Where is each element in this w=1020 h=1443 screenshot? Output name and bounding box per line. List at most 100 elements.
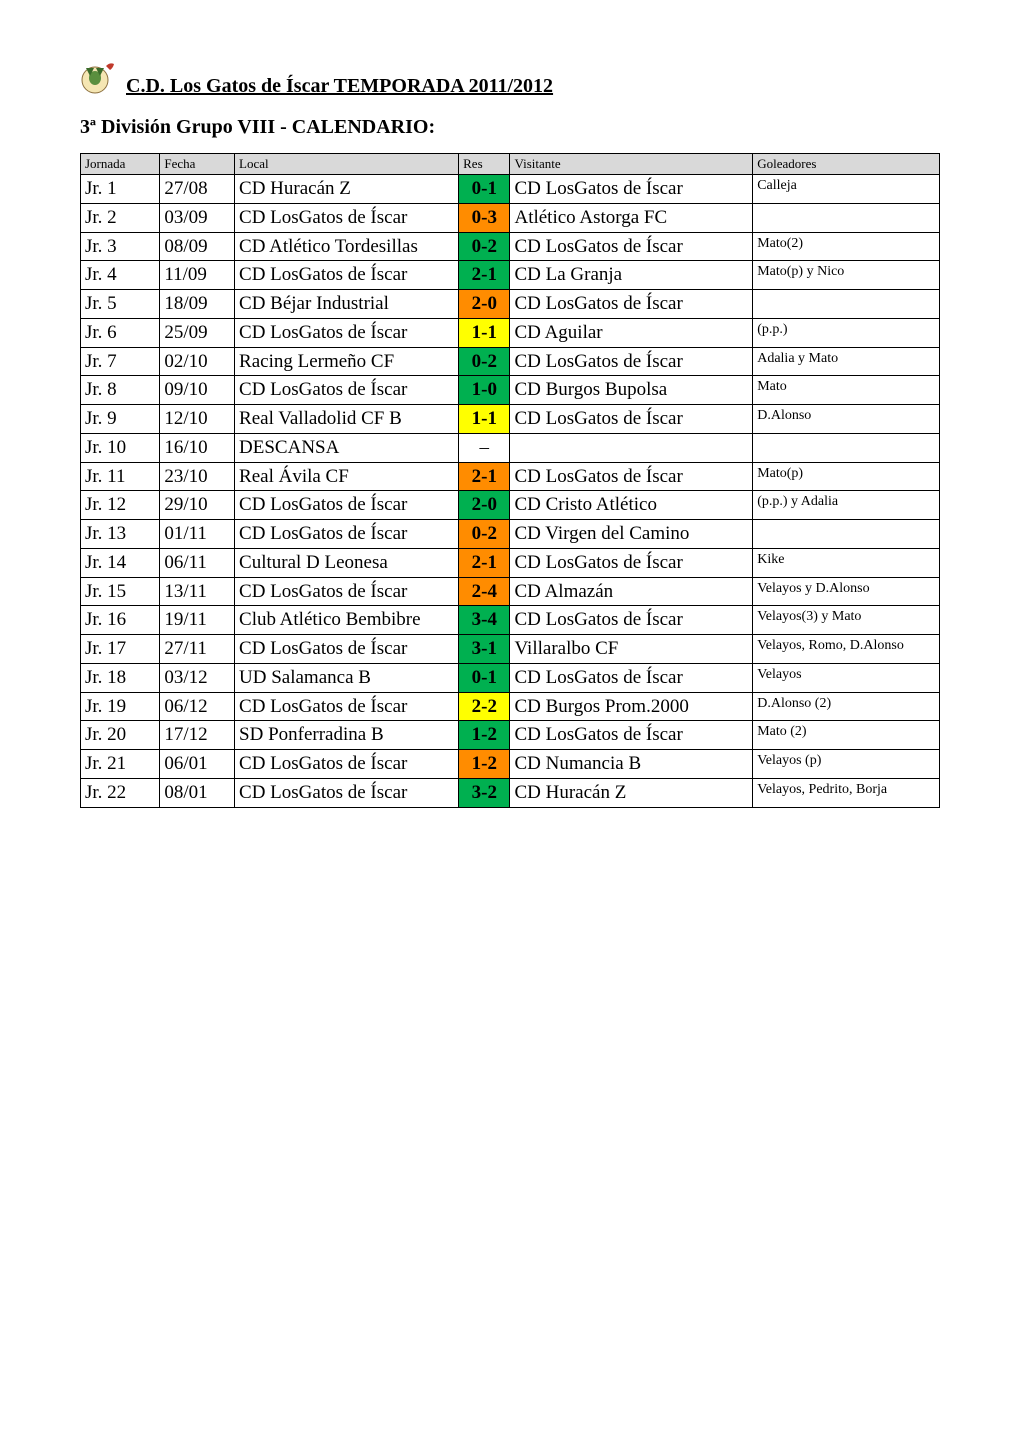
cell-local: Real Ávila CF (235, 462, 459, 491)
table-row: Jr. 625/09CD LosGatos de Íscar1-1CD Agui… (81, 318, 940, 347)
cell-goleadores (753, 520, 940, 549)
cell-local: Cultural D Leonesa (235, 548, 459, 577)
cell-res: 3-2 (459, 778, 510, 807)
cell-res: 1-1 (459, 405, 510, 434)
cell-res: 2-2 (459, 692, 510, 721)
table-row: Jr. 809/10CD LosGatos de Íscar1-0CD Burg… (81, 376, 940, 405)
cell-fecha: 01/11 (160, 520, 235, 549)
table-row: Jr. 127/08CD Huracán Z0-1CD LosGatos de … (81, 175, 940, 204)
table-row: Jr. 203/09CD LosGatos de Íscar0-3Atlétic… (81, 203, 940, 232)
table-header: Jornada Fecha Local Res Visitante Golead… (81, 154, 940, 175)
table-row: Jr. 702/10Racing Lermeño CF0-2CD LosGato… (81, 347, 940, 376)
cell-visitante: CD Almazán (510, 577, 753, 606)
cell-goleadores: Mato(p) (753, 462, 940, 491)
cell-visitante (510, 433, 753, 462)
cell-res: 1-2 (459, 721, 510, 750)
header-res: Res (459, 154, 510, 175)
header-visitante: Visitante (510, 154, 753, 175)
cell-goleadores: Adalia y Mato (753, 347, 940, 376)
cell-fecha: 11/09 (160, 261, 235, 290)
cell-fecha: 25/09 (160, 318, 235, 347)
cell-visitante: CD LosGatos de Íscar (510, 606, 753, 635)
table-row: Jr. 1406/11Cultural D Leonesa2-1CD LosGa… (81, 548, 940, 577)
table-row: Jr. 1619/11Club Atlético Bembibre3-4CD L… (81, 606, 940, 635)
cell-res: 1-2 (459, 750, 510, 779)
cell-fecha: 12/10 (160, 405, 235, 434)
table-row: Jr. 1229/10CD LosGatos de Íscar2-0CD Cri… (81, 491, 940, 520)
cell-visitante: CD Burgos Prom.2000 (510, 692, 753, 721)
table-row: Jr. 1906/12CD LosGatos de Íscar2-2CD Bur… (81, 692, 940, 721)
cell-res: 0-2 (459, 520, 510, 549)
cell-jornada: Jr. 3 (81, 232, 160, 261)
cell-jornada: Jr. 6 (81, 318, 160, 347)
cell-goleadores: D.Alonso (2) (753, 692, 940, 721)
cell-visitante: CD LosGatos de Íscar (510, 663, 753, 692)
header-row: C.D. Los Gatos de Íscar TEMPORADA 2011/2… (80, 60, 940, 98)
table-row: Jr. 1301/11CD LosGatos de Íscar0-2CD Vir… (81, 520, 940, 549)
cell-visitante: CD Huracán Z (510, 778, 753, 807)
cell-goleadores: Mato(2) (753, 232, 940, 261)
cell-goleadores (753, 203, 940, 232)
cell-res: 0-1 (459, 175, 510, 204)
cell-visitante: Villaralbo CF (510, 635, 753, 664)
page-title: C.D. Los Gatos de Íscar TEMPORADA 2011/2… (126, 75, 553, 98)
cell-visitante: CD Cristo Atlético (510, 491, 753, 520)
cell-fecha: 27/11 (160, 635, 235, 664)
cell-local: CD Huracán Z (235, 175, 459, 204)
cell-res: – (459, 433, 510, 462)
cell-res: 2-1 (459, 261, 510, 290)
cell-res: 0-2 (459, 347, 510, 376)
cell-local: SD Ponferradina B (235, 721, 459, 750)
cell-fecha: 23/10 (160, 462, 235, 491)
cell-fecha: 02/10 (160, 347, 235, 376)
cell-res: 1-0 (459, 376, 510, 405)
cell-goleadores: Velayos (753, 663, 940, 692)
cell-jornada: Jr. 16 (81, 606, 160, 635)
cell-fecha: 03/12 (160, 663, 235, 692)
cell-res: 0-2 (459, 232, 510, 261)
cell-goleadores: Velayos y D.Alonso (753, 577, 940, 606)
cell-res: 1-1 (459, 318, 510, 347)
cell-fecha: 17/12 (160, 721, 235, 750)
cell-goleadores: Velayos, Romo, D.Alonso (753, 635, 940, 664)
cell-res: 0-1 (459, 663, 510, 692)
cell-goleadores: Velayos, Pedrito, Borja (753, 778, 940, 807)
cell-local: CD Béjar Industrial (235, 290, 459, 319)
table-row: Jr. 411/09CD LosGatos de Íscar2-1CD La G… (81, 261, 940, 290)
cell-res: 2-4 (459, 577, 510, 606)
cell-visitante: CD Numancia B (510, 750, 753, 779)
cell-visitante: CD Burgos Bupolsa (510, 376, 753, 405)
cell-local: CD LosGatos de Íscar (235, 750, 459, 779)
cell-goleadores: Mato (2) (753, 721, 940, 750)
cell-visitante: CD LosGatos de Íscar (510, 462, 753, 491)
cell-visitante: Atlético Astorga FC (510, 203, 753, 232)
table-row: Jr. 518/09CD Béjar Industrial2-0CD LosGa… (81, 290, 940, 319)
cell-goleadores: (p.p.) (753, 318, 940, 347)
cell-fecha: 09/10 (160, 376, 235, 405)
cell-jornada: Jr. 7 (81, 347, 160, 376)
table-row: Jr. 1803/12UD Salamanca B0-1CD LosGatos … (81, 663, 940, 692)
header-fecha: Fecha (160, 154, 235, 175)
cell-jornada: Jr. 20 (81, 721, 160, 750)
cell-res: 2-0 (459, 290, 510, 319)
cell-jornada: Jr. 8 (81, 376, 160, 405)
cell-local: CD LosGatos de Íscar (235, 203, 459, 232)
cell-local: CD LosGatos de Íscar (235, 520, 459, 549)
cell-fecha: 19/11 (160, 606, 235, 635)
cell-fecha: 08/09 (160, 232, 235, 261)
cell-visitante: CD Aguilar (510, 318, 753, 347)
cell-goleadores: D.Alonso (753, 405, 940, 434)
cell-jornada: Jr. 14 (81, 548, 160, 577)
cell-goleadores: Velayos(3) y Mato (753, 606, 940, 635)
cell-local: CD LosGatos de Íscar (235, 318, 459, 347)
cell-local: CD LosGatos de Íscar (235, 692, 459, 721)
cell-jornada: Jr. 2 (81, 203, 160, 232)
cell-visitante: CD LosGatos de Íscar (510, 232, 753, 261)
cell-fecha: 03/09 (160, 203, 235, 232)
cell-fecha: 29/10 (160, 491, 235, 520)
cell-res: 3-1 (459, 635, 510, 664)
cell-goleadores (753, 433, 940, 462)
table-row: Jr. 2106/01CD LosGatos de Íscar1-2CD Num… (81, 750, 940, 779)
cell-local: CD LosGatos de Íscar (235, 261, 459, 290)
cell-fecha: 06/12 (160, 692, 235, 721)
